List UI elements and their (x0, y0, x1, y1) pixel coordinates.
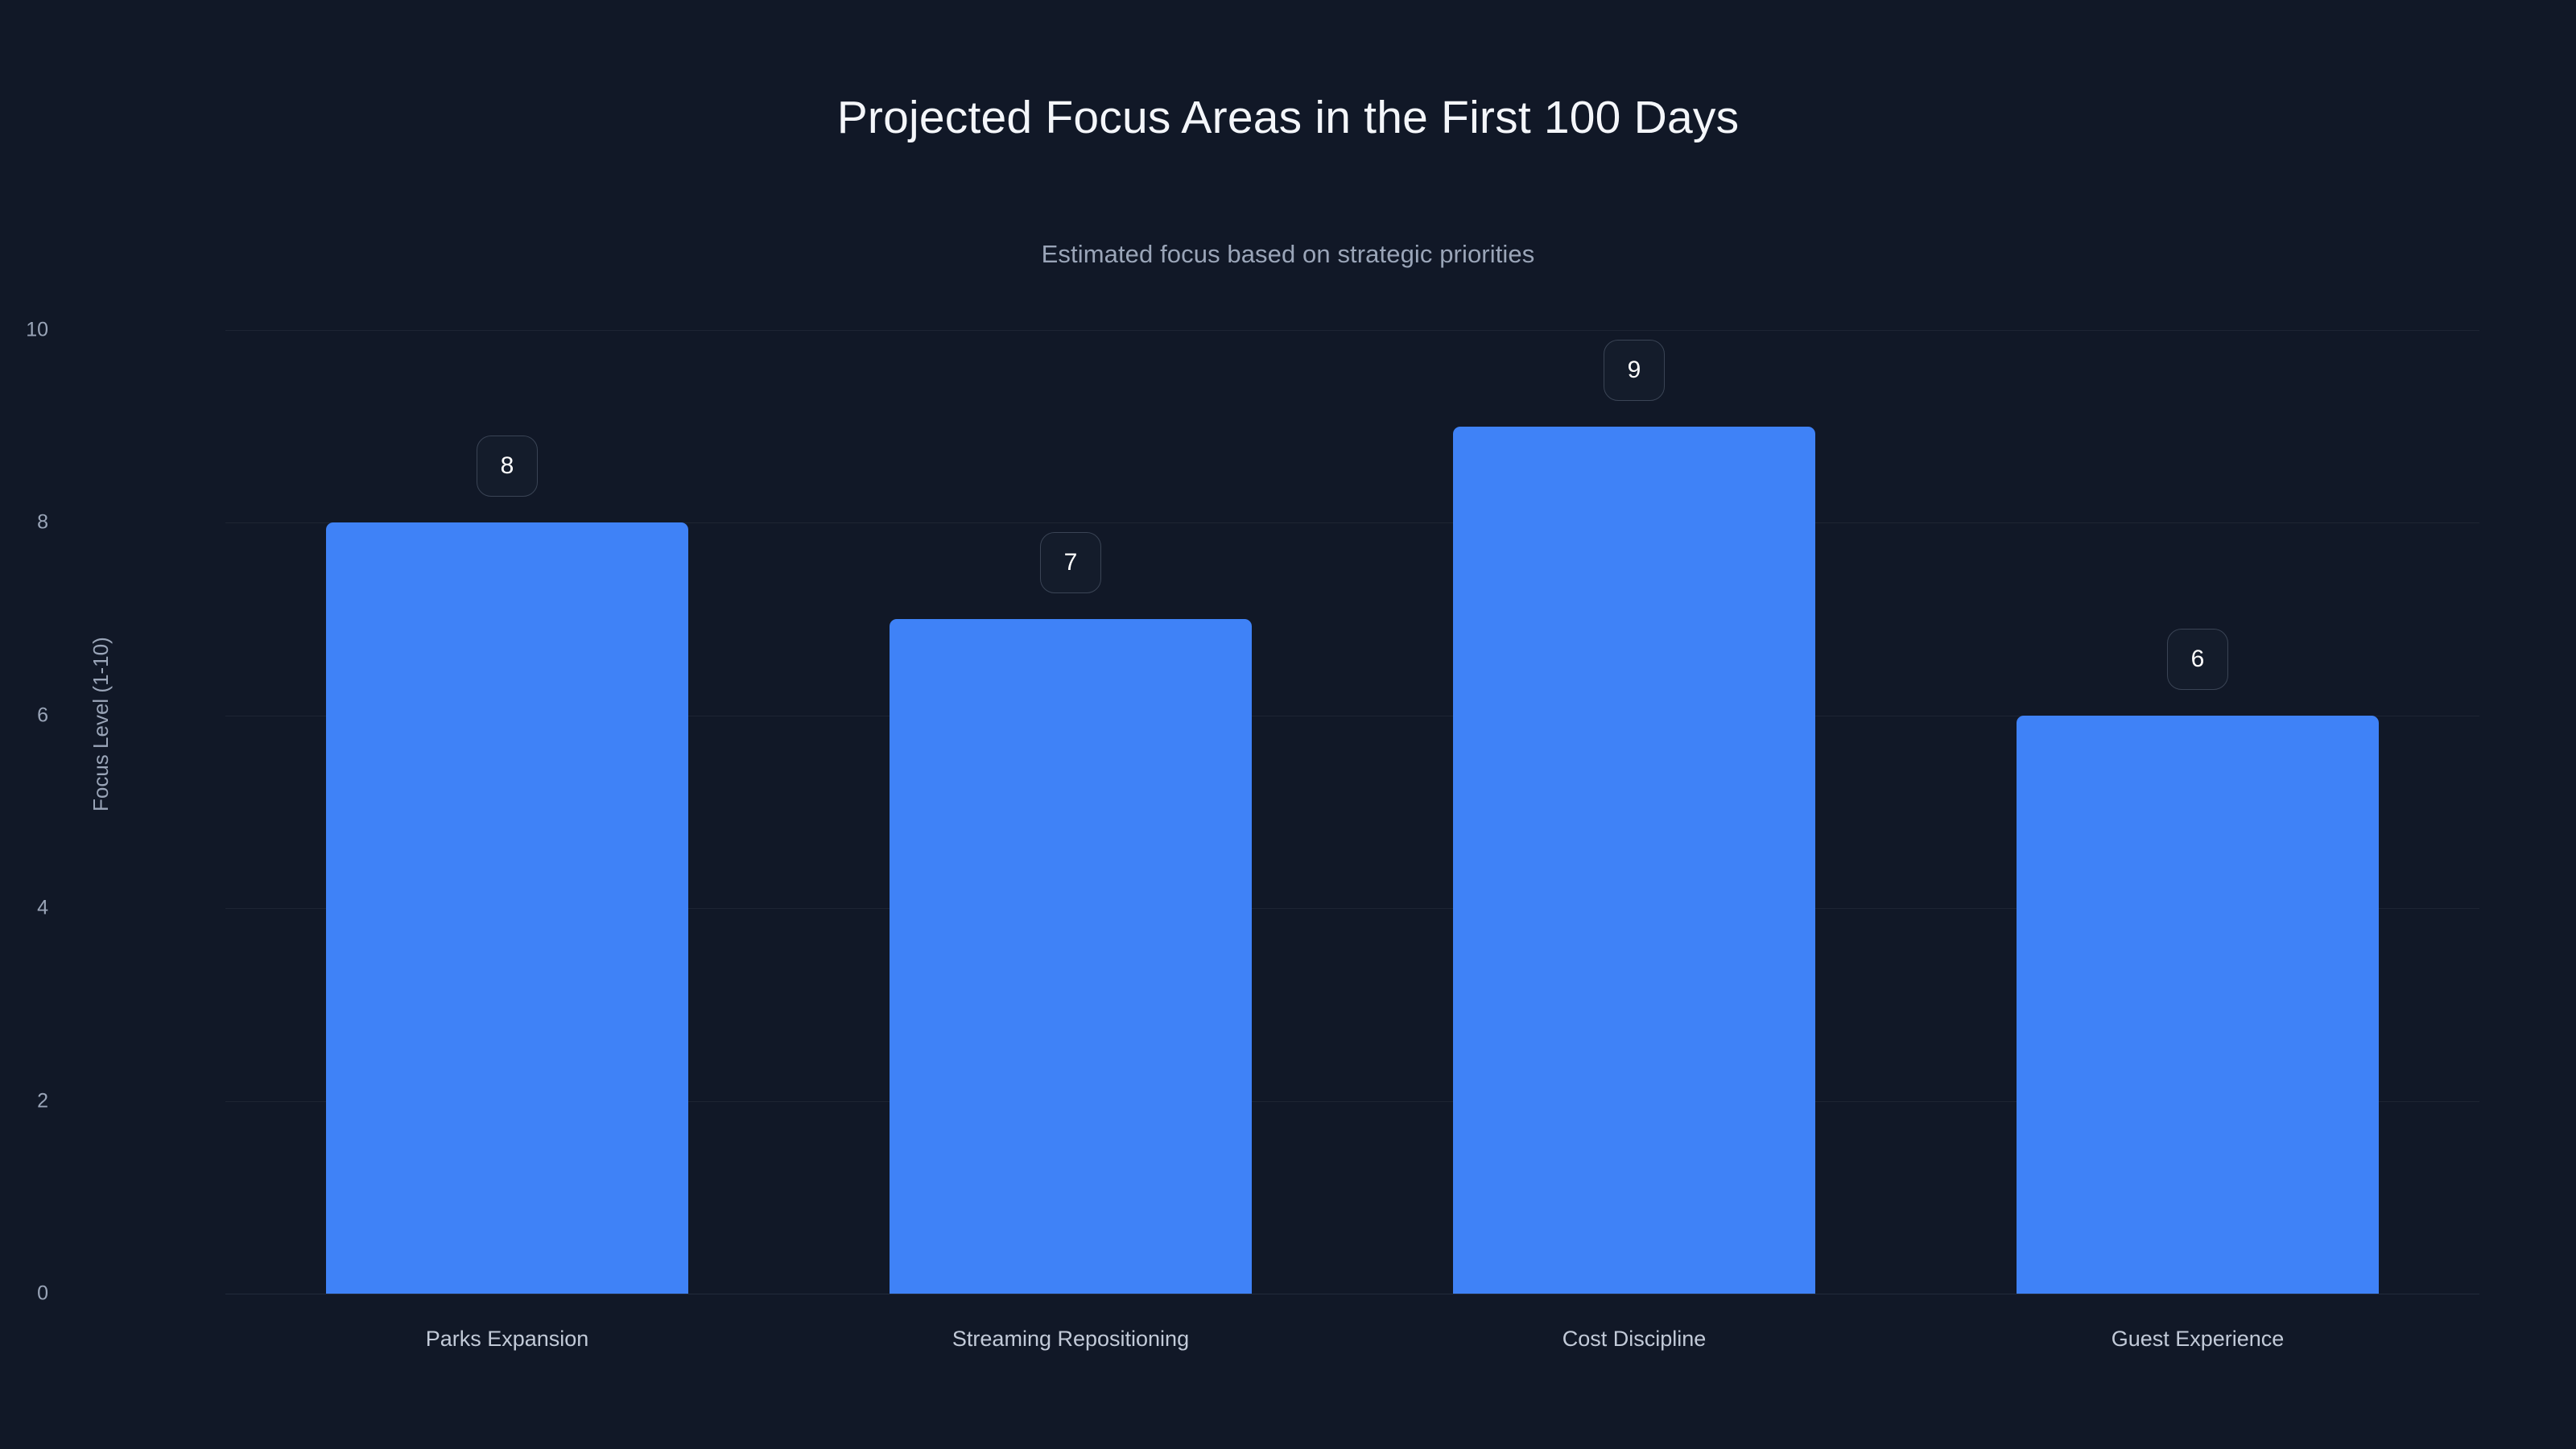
gridline (225, 908, 2479, 910)
y-axis-tick-label: 4 (37, 896, 48, 919)
gridline (225, 330, 2479, 331)
x-axis-tick-label: Guest Experience (2111, 1327, 2285, 1351)
x-axis-tick-label: Parks Expansion (425, 1327, 589, 1351)
y-axis-tick-label: 6 (37, 704, 48, 727)
bar-value-badge: 6 (2167, 628, 2228, 690)
x-axis-tick-label: Streaming Repositioning (952, 1327, 1190, 1351)
y-axis-tick-label: 0 (37, 1282, 48, 1305)
bar-value-badge: 9 (1604, 339, 1665, 401)
bar-value-badge: 8 (477, 436, 538, 497)
chart-subtitle: Estimated focus based on strategic prior… (1041, 240, 1535, 268)
x-axis-tick-label: Cost Discipline (1562, 1327, 1707, 1351)
y-axis-tick-label: 8 (37, 510, 48, 534)
plot-area (225, 330, 2479, 1294)
bar[interactable] (2017, 715, 2379, 1294)
bar[interactable] (326, 522, 688, 1294)
chart-title: Projected Focus Areas in the First 100 D… (836, 92, 1740, 143)
gridline (225, 1100, 2479, 1102)
y-axis-title: Focus Level (1-10) (89, 637, 113, 811)
bar[interactable] (1453, 426, 1815, 1294)
y-axis-tick-label: 10 (26, 318, 48, 341)
gridline (225, 522, 2479, 524)
bar-value-badge: 7 (1040, 532, 1101, 594)
bar[interactable] (890, 619, 1252, 1294)
y-axis-tick-label: 2 (37, 1089, 48, 1113)
